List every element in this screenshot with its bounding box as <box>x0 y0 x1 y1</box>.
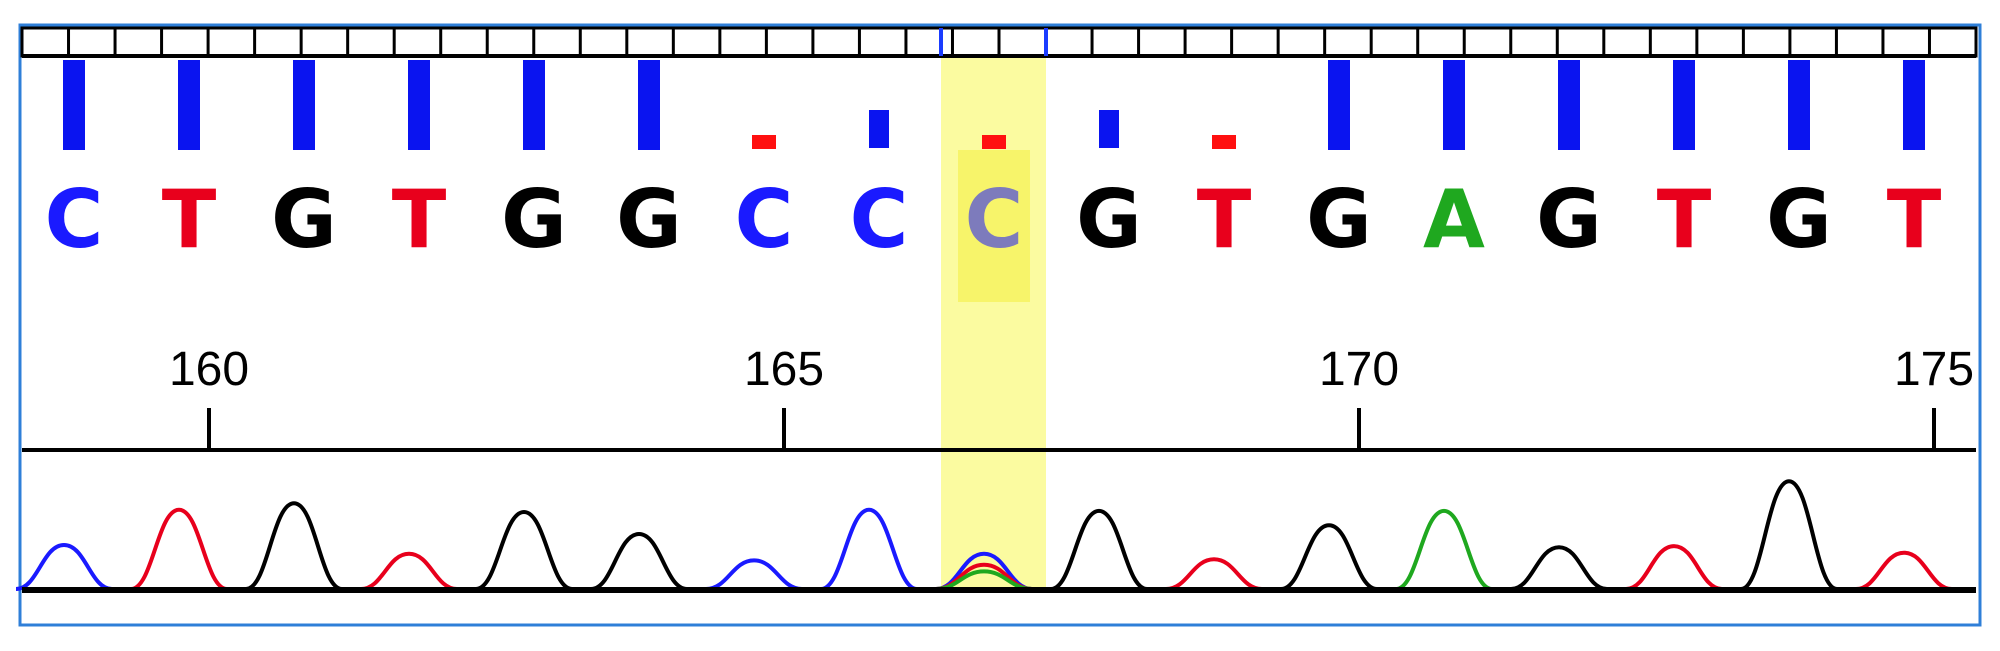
quality-bar-low <box>752 135 776 149</box>
trace-peak-G <box>1740 479 1838 591</box>
trace-peak-G <box>1510 545 1608 591</box>
quality-bar-medium <box>1099 110 1119 148</box>
position-label: 175 <box>1894 343 1974 396</box>
trace-peak-C <box>15 542 113 591</box>
trace-peak-T <box>130 507 228 591</box>
quality-bar-high <box>178 60 200 150</box>
trace-peak-G <box>475 509 573 591</box>
trace-peak-T <box>1625 544 1723 591</box>
position-axis: 160 165 170 175 <box>22 343 1976 452</box>
quality-bar-high <box>1328 60 1350 150</box>
base-call-letter: T <box>162 173 217 266</box>
quality-bar-low <box>982 135 1006 149</box>
base-call-letter: C <box>850 173 909 266</box>
base-call-letter: C <box>965 173 1024 266</box>
quality-bar-high <box>1788 60 1810 150</box>
base-call-letter: T <box>392 173 447 266</box>
base-call-letter: T <box>1887 173 1942 266</box>
trace-peak-T <box>1855 550 1953 591</box>
base-call-letter: A <box>1423 173 1485 266</box>
quality-bars <box>63 60 1925 150</box>
trace-peak-T <box>1165 557 1263 591</box>
trace-secondary-peak-A <box>935 569 1033 591</box>
selected-base-highlight <box>941 28 1046 592</box>
base-call-letter: T <box>1657 173 1712 266</box>
base-call-letter: G <box>1306 173 1372 266</box>
quality-bar-high <box>293 60 315 150</box>
base-call-letter: C <box>45 173 104 266</box>
quality-bar-high <box>408 60 430 150</box>
trace-peak-A <box>1395 508 1493 591</box>
trace-peak-C <box>820 507 918 591</box>
trace-peak-G <box>590 531 688 591</box>
base-call-letter: G <box>271 173 337 266</box>
quality-bar-high <box>1443 60 1465 150</box>
base-call-letter: C <box>735 173 794 266</box>
trace-peak-G <box>1050 508 1148 591</box>
trace-peak-G <box>1280 523 1378 591</box>
trace-peak-C <box>705 558 803 591</box>
trace-peak-G <box>245 501 343 591</box>
base-call-letter: G <box>1076 173 1142 266</box>
quality-bar-medium <box>869 110 889 148</box>
base-call-letter: G <box>1766 173 1832 266</box>
quality-bar-high <box>523 60 545 150</box>
quality-bar-high <box>638 60 660 150</box>
quality-bar-high <box>1673 60 1695 150</box>
trace-peak-T <box>360 551 458 591</box>
quality-bar-high <box>1903 60 1925 150</box>
selected-letter-box <box>958 150 1030 302</box>
viewer-frame <box>18 23 1982 627</box>
base-call-letter: G <box>616 173 682 266</box>
quality-bar-high <box>1558 60 1580 150</box>
position-label: 165 <box>744 343 824 396</box>
base-call-letter: G <box>501 173 567 266</box>
quality-bar-high <box>63 60 85 150</box>
base-call-letter: G <box>1536 173 1602 266</box>
base-call-letter: T <box>1197 173 1252 266</box>
base-index-ruler[interactable] <box>20 26 1978 58</box>
position-label: 160 <box>169 343 249 396</box>
chromatogram-traces <box>15 479 1953 591</box>
quality-bar-low <box>1212 135 1236 149</box>
position-label: 170 <box>1319 343 1399 396</box>
